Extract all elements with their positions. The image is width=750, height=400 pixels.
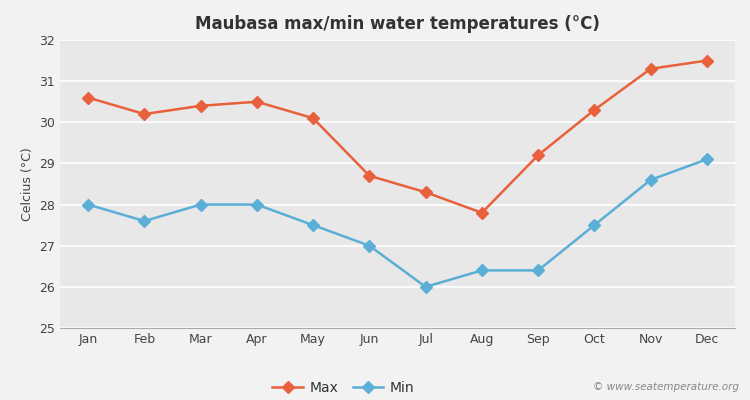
Min	[477, 268, 486, 273]
Max	[196, 104, 206, 108]
Min	[196, 202, 206, 207]
Max	[702, 58, 711, 63]
Line: Min: Min	[84, 155, 711, 291]
Max	[534, 153, 543, 158]
Y-axis label: Celcius (°C): Celcius (°C)	[21, 147, 34, 221]
Title: Maubasa max/min water temperatures (°C): Maubasa max/min water temperatures (°C)	[195, 15, 600, 33]
Min	[646, 178, 656, 182]
Min	[140, 219, 148, 224]
Max	[309, 116, 318, 120]
Legend: Max, Min: Max, Min	[267, 375, 420, 400]
Max	[590, 108, 598, 112]
Min	[83, 202, 93, 207]
Max	[252, 99, 261, 104]
Min	[702, 157, 711, 162]
Text: © www.seatemperature.org: © www.seatemperature.org	[592, 382, 739, 392]
Min	[252, 202, 261, 207]
Min	[364, 243, 374, 248]
Min	[590, 223, 598, 228]
Max	[140, 112, 148, 116]
Max	[83, 95, 93, 100]
Line: Max: Max	[84, 56, 711, 217]
Max	[364, 173, 374, 178]
Min	[534, 268, 543, 273]
Max	[422, 190, 430, 195]
Min	[422, 284, 430, 289]
Min	[309, 223, 318, 228]
Max	[646, 66, 656, 71]
Max	[477, 210, 486, 215]
